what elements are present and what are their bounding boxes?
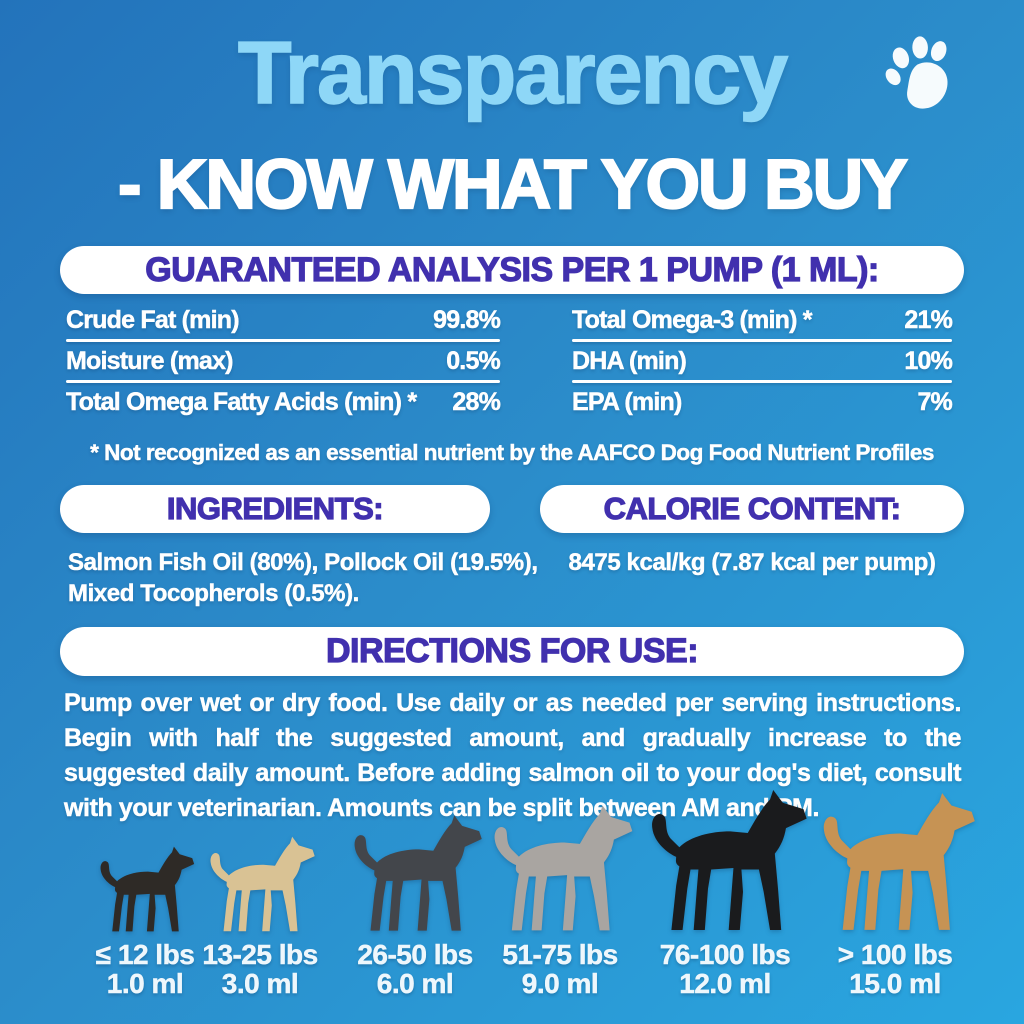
row-divider <box>66 339 500 342</box>
dose-group-schnauzer: 26-50 lbs 6.0 ml <box>335 786 495 998</box>
row-divider <box>572 339 952 342</box>
directions-text: Pump over wet or dry food. Use daily or … <box>64 689 962 823</box>
dose-amount-label: 15.0 ml <box>849 968 941 999</box>
analysis-value: 21% <box>904 305 953 334</box>
analysis-label: Crude Fat (min) <box>66 305 240 334</box>
mastiff-illustration <box>823 793 975 930</box>
dose-weight-label: 76-100 lbs <box>659 939 791 970</box>
analysis-label: Total Omega Fatty Acids (min) * <box>66 387 418 416</box>
directions-header-pill: DIRECTIONS FOR USE: <box>60 627 964 676</box>
analysis-row: Crude Fat (min) 99.8% <box>66 302 501 338</box>
page-title: Transparency <box>237 22 789 123</box>
dose-amount-label: 6.0 ml <box>376 968 454 999</box>
schnauzer-illustration <box>354 815 482 931</box>
page-subtitle: - KNOW WHAT YOU BUY <box>117 144 909 224</box>
analysis-row: Total Omega-3 (min) * 21% <box>572 302 953 338</box>
analysis-value: 28% <box>452 387 501 416</box>
guaranteed-analysis-header: GUARANTEED ANALYSIS PER 1 PUMP (1 ML): <box>145 250 880 289</box>
dose-weight-label: 51-75 lbs <box>502 939 618 970</box>
dosing-chart: ≤ 12 lbs 1.0 ml 13-25 lbs 3.0 ml 26-50 lbs 6.… <box>0 786 1024 998</box>
analysis-value: 99.8% <box>433 305 501 334</box>
dose-group-great-dane: 76-100 lbs 12.0 ml <box>640 786 810 998</box>
analysis-row: Moisture (max) 0.5% <box>66 343 501 379</box>
dose-group-pug: 13-25 lbs 3.0 ml <box>190 786 330 998</box>
analysis-column-left: Crude Fat (min) 99.8% Moisture (max) 0.5% To… <box>66 302 501 420</box>
aafco-footnote: * Not recognized as an essential nutrien… <box>90 440 935 466</box>
paw-icon <box>885 36 948 109</box>
dose-amount-label: 12.0 ml <box>679 968 771 999</box>
analysis-label: EPA (min) <box>572 387 683 416</box>
toy-breed-dog-illustration <box>100 846 195 932</box>
analysis-row: DHA (min) 10% <box>572 343 953 379</box>
calorie-content-value: 8475 kcal/kg (7.87 kcal per pump) <box>568 549 936 577</box>
ingredients-line: Salmon Fish Oil (80%), Pollock Oil (19.5… <box>68 549 538 577</box>
pug-illustration <box>210 836 315 932</box>
dose-group-mastiff: > 100 lbs 15.0 ml <box>810 786 980 998</box>
ingredients-header-pill: INGREDIENTS: <box>60 485 490 533</box>
dose-weight-label: 26-50 lbs <box>357 939 473 970</box>
dose-amount-label: 1.0 ml <box>106 968 184 999</box>
guaranteed-analysis-table: Crude Fat (min) 99.8% Moisture (max) 0.5% To… <box>66 302 953 420</box>
analysis-label: Moisture (max) <box>66 346 234 375</box>
analysis-row: Total Omega Fatty Acids (min) * 28% <box>66 384 501 420</box>
dose-group-pit-bull: 51-75 lbs 9.0 ml <box>480 786 640 998</box>
dose-weight-label: > 100 lbs <box>837 939 953 970</box>
analysis-label: Total Omega-3 (min) * <box>572 305 813 334</box>
analysis-value: 10% <box>904 346 953 375</box>
guaranteed-analysis-header-pill: GUARANTEED ANALYSIS PER 1 PUMP (1 ML): <box>60 246 964 294</box>
analysis-row: EPA (min) 7% <box>572 384 953 420</box>
row-divider <box>66 380 500 383</box>
calorie-content-header-pill: CALORIE CONTENT: <box>540 485 964 533</box>
ingredients-line: Mixed Tocopherols (0.5%). <box>68 580 360 608</box>
pit-bull-illustration <box>494 805 633 931</box>
ingredients-text: Salmon Fish Oil (80%), Pollock Oil (19.5… <box>68 547 588 609</box>
dose-amount-label: 9.0 ml <box>521 968 599 999</box>
analysis-column-right: Total Omega-3 (min) * 21% DHA (min) 10% EPA … <box>572 302 953 420</box>
analysis-value: 0.5% <box>446 346 501 375</box>
great-dane-illustration <box>651 790 807 930</box>
dose-group-toy-breed-dog: ≤ 12 lbs 1.0 ml <box>75 786 215 998</box>
directions-header: DIRECTIONS FOR USE: <box>325 631 699 670</box>
row-divider <box>572 380 952 383</box>
analysis-value: 7% <box>917 387 953 416</box>
calorie-content-header: CALORIE CONTENT: <box>603 490 902 526</box>
dose-weight-label: 13-25 lbs <box>202 939 318 970</box>
analysis-label: DHA (min) <box>572 346 687 375</box>
dose-amount-label: 3.0 ml <box>221 968 299 999</box>
ingredients-header: INGREDIENTS: <box>166 490 384 526</box>
dose-weight-label: ≤ 12 lbs <box>95 939 195 970</box>
